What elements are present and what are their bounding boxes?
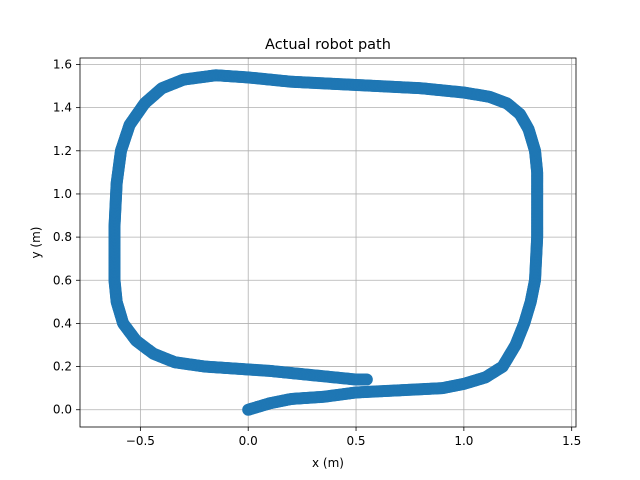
y-tick-label: 0.0 (53, 403, 72, 417)
x-tick-label: 1.5 (562, 434, 581, 448)
x-tick-label: 0.5 (346, 434, 365, 448)
y-tick-label: 1.6 (53, 57, 72, 71)
y-tick-label: 1.2 (53, 144, 72, 158)
y-tick-label: 0.8 (53, 230, 72, 244)
y-tick-label: 0.4 (53, 316, 72, 330)
chart-title: Actual robot path (265, 37, 391, 53)
y-tick-label: 0.6 (53, 273, 72, 287)
x-tick-label: −0.5 (126, 434, 155, 448)
x-tick-label: 0.0 (239, 434, 258, 448)
data-layer (108, 69, 544, 416)
y-tick-label: 1.0 (53, 187, 72, 201)
axes-frame (79, 57, 577, 428)
grid (80, 58, 576, 427)
y-tick-label: 1.4 (53, 101, 72, 115)
ticks: −0.5 0.0 0.5 1.0 1.5 0.0 0.2 0.4 0.6 0.8 1.0 1.2 1.4… (53, 57, 581, 448)
x-tick-label: 1.0 (454, 434, 473, 448)
data-point (360, 373, 373, 386)
x-axis-label: x (m) (312, 456, 344, 470)
y-axis-label: y (m) (29, 227, 43, 259)
y-tick-label: 0.2 (53, 360, 72, 374)
